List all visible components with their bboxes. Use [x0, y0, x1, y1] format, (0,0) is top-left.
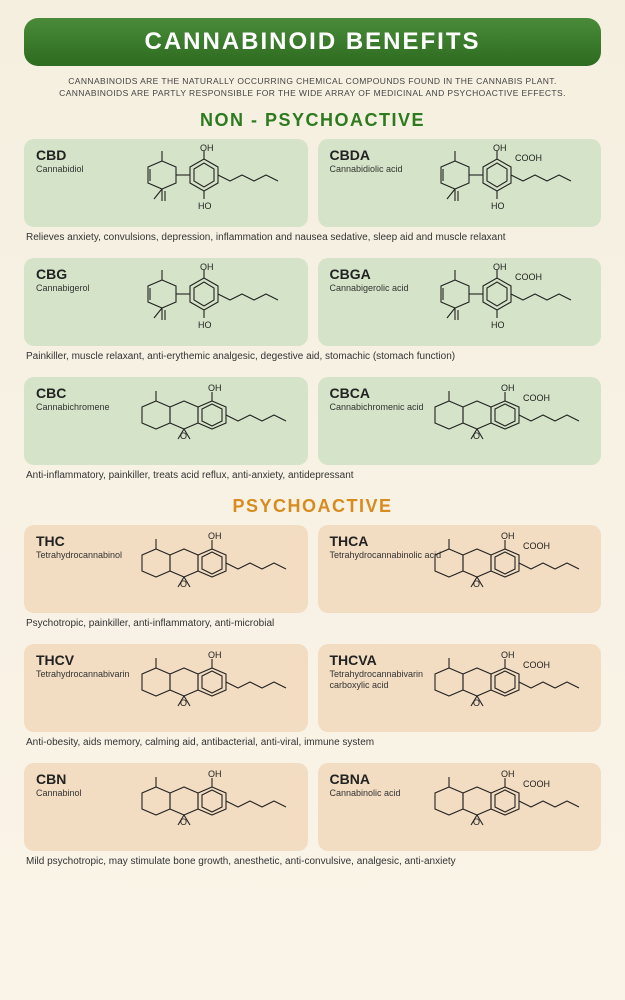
svg-text:OH: OH: [493, 262, 507, 272]
svg-text:COOH: COOH: [515, 272, 542, 282]
compound-card-thcv: THCVTetrahydrocannabivarin OH O: [24, 644, 308, 732]
molecule-diagram: OH O: [156, 385, 298, 459]
svg-text:OH: OH: [208, 650, 222, 660]
molecule-diagram: OH O COOH: [450, 652, 592, 726]
svg-text:O: O: [180, 698, 187, 708]
svg-text:OH: OH: [501, 531, 515, 541]
compound-row: CBCCannabichromene OH O CBCACannabichrom…: [24, 377, 601, 465]
molecule-diagram: OH HO: [156, 147, 298, 221]
compound-row: CBDCannabidiol OH HO CBDACannabidiolic a…: [24, 139, 601, 227]
svg-text:COOH: COOH: [515, 153, 542, 163]
molecule-diagram: OH O COOH: [450, 533, 592, 607]
svg-text:O: O: [473, 817, 480, 827]
svg-text:OH: OH: [493, 143, 507, 153]
section-header-nonpsychoactive: NON - PSYCHOACTIVE: [24, 110, 601, 131]
svg-text:O: O: [180, 817, 187, 827]
svg-text:COOH: COOH: [523, 779, 550, 789]
compound-card-cbna: CBNACannabinolic acid OH O COOH: [318, 763, 602, 851]
compound-card-cbc: CBCCannabichromene OH O: [24, 377, 308, 465]
compound-card-thca: THCATetrahydrocannabinolic acid OH O COO…: [318, 525, 602, 613]
page-title: CANNABINOID BENEFITS: [44, 28, 581, 56]
svg-text:O: O: [473, 579, 480, 589]
molecule-diagram: OH O: [156, 771, 298, 845]
title-bar: CANNABINOID BENEFITS: [24, 18, 601, 66]
section-header-psychoactive: PSYCHOACTIVE: [24, 496, 601, 517]
molecule-diagram: OH O: [156, 652, 298, 726]
compound-row: THCVTetrahydrocannabivarin OH O THCVATet…: [24, 644, 601, 732]
svg-text:HO: HO: [491, 201, 505, 211]
intro-line-1: CANNABINOIDS ARE THE NATURALLY OCCURRING…: [34, 76, 591, 88]
compound-card-cbn: CBNCannabinol OH O: [24, 763, 308, 851]
compound-card-thc: THCTetrahydrocannabinol OH O: [24, 525, 308, 613]
compound-card-cbda: CBDACannabidiolic acid OH HO COOH: [318, 139, 602, 227]
svg-text:OH: OH: [208, 769, 222, 779]
svg-text:OH: OH: [501, 383, 515, 393]
svg-text:COOH: COOH: [523, 393, 550, 403]
molecule-diagram: OH O: [156, 533, 298, 607]
svg-text:O: O: [473, 698, 480, 708]
compound-row: THCTetrahydrocannabinol OH O THCATetrahy…: [24, 525, 601, 613]
svg-text:OH: OH: [208, 383, 222, 393]
svg-text:HO: HO: [491, 320, 505, 330]
compound-card-cbg: CBGCannabigerol OH HO: [24, 258, 308, 346]
compound-card-cbd: CBDCannabidiol OH HO: [24, 139, 308, 227]
svg-text:OH: OH: [200, 262, 214, 272]
intro-text: CANNABINOIDS ARE THE NATURALLY OCCURRING…: [24, 76, 601, 100]
svg-text:OH: OH: [501, 650, 515, 660]
compound-row: CBGCannabigerol OH HO CBGACannabigerolic…: [24, 258, 601, 346]
svg-text:HO: HO: [198, 320, 212, 330]
molecule-diagram: OH O COOH: [450, 385, 592, 459]
svg-text:O: O: [180, 579, 187, 589]
svg-text:OH: OH: [208, 531, 222, 541]
molecule-diagram: OH HO COOH: [450, 266, 592, 340]
molecule-diagram: OH HO: [156, 266, 298, 340]
svg-text:COOH: COOH: [523, 660, 550, 670]
svg-text:OH: OH: [200, 143, 214, 153]
svg-text:O: O: [473, 431, 480, 441]
intro-line-2: CANNABINOIDS ARE PARTLY RESPONSIBLE FOR …: [34, 88, 591, 100]
svg-text:O: O: [180, 431, 187, 441]
svg-text:HO: HO: [198, 201, 212, 211]
svg-text:OH: OH: [501, 769, 515, 779]
compound-card-cbga: CBGACannabigerolic acid OH HO COOH: [318, 258, 602, 346]
compound-card-cbca: CBCACannabichromenic acid OH O COOH: [318, 377, 602, 465]
compound-card-thcva: THCVATetrahydrocannabivarin carboxylic a…: [318, 644, 602, 732]
molecule-diagram: OH HO COOH: [450, 147, 592, 221]
svg-text:COOH: COOH: [523, 541, 550, 551]
compound-row: CBNCannabinol OH O CBNACannabinolic acid: [24, 763, 601, 851]
molecule-diagram: OH O COOH: [450, 771, 592, 845]
